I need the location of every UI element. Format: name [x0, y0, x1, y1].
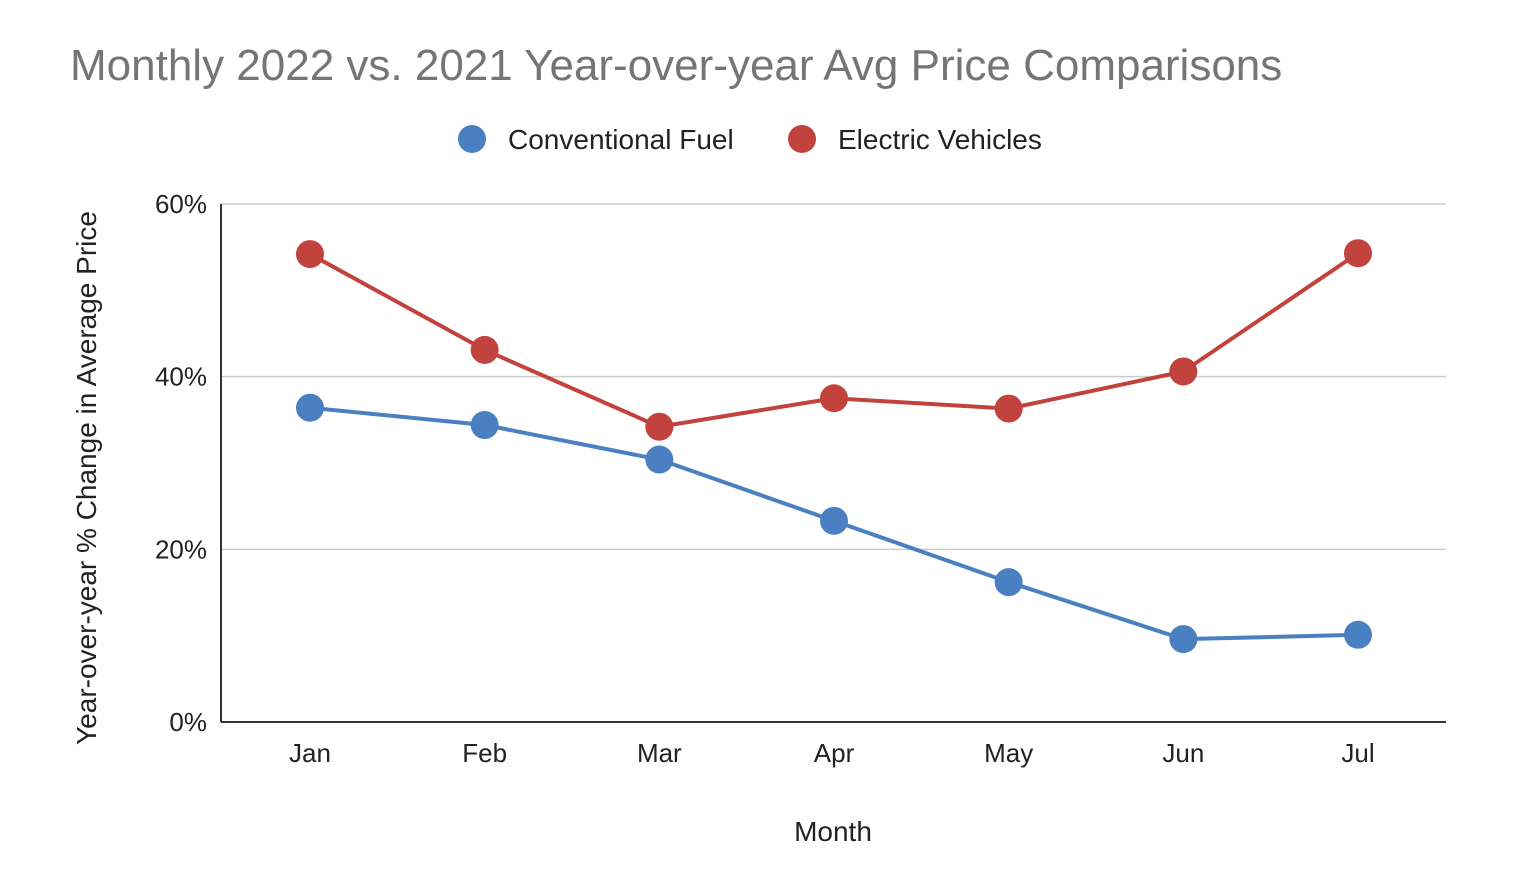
chart-title: Monthly 2022 vs. 2021 Year-over-year Avg… [70, 41, 1282, 90]
x-tick-label: Apr [814, 738, 855, 768]
data-point-conventional-fuel [645, 445, 674, 474]
legend-label-electric-vehicles: Electric Vehicles [838, 124, 1042, 155]
data-point-electric-vehicles [470, 335, 499, 364]
x-axis-title: Month [794, 816, 872, 847]
series-layer [296, 239, 1372, 654]
data-point-electric-vehicles [820, 384, 848, 413]
x-axis-ticks: Jan Feb Mar Apr May Jun Jul [289, 738, 1375, 768]
legend-marker-conventional-fuel [458, 125, 486, 153]
data-point-electric-vehicles [296, 240, 324, 269]
legend-label-conventional-fuel: Conventional Fuel [508, 124, 734, 155]
y-tick-label: 40% [155, 362, 207, 392]
data-point-electric-vehicles [1344, 239, 1372, 268]
data-point-electric-vehicles [1169, 357, 1198, 386]
series-electric-vehicles [296, 239, 1372, 441]
x-tick-label: Feb [462, 738, 507, 768]
data-point-conventional-fuel [296, 393, 324, 422]
y-tick-label: 60% [155, 189, 207, 219]
y-axis-ticks: 0% 20% 40% 60% [155, 189, 207, 737]
x-tick-label: Mar [637, 738, 682, 768]
data-point-conventional-fuel [994, 568, 1023, 597]
x-tick-label: Jul [1341, 738, 1374, 768]
data-point-conventional-fuel [470, 411, 499, 440]
x-tick-label: Jan [289, 738, 331, 768]
series-conventional-fuel [296, 393, 1372, 654]
data-point-electric-vehicles [645, 412, 674, 441]
data-point-electric-vehicles [994, 394, 1023, 423]
data-point-conventional-fuel [1344, 620, 1372, 649]
data-point-conventional-fuel [820, 506, 848, 535]
y-axis-title: Year-over-year % Change in Average Price [71, 211, 102, 745]
gridlines [221, 203, 1446, 551]
y-tick-label: 0% [169, 707, 207, 737]
legend: Conventional Fuel Electric Vehicles [458, 124, 1042, 155]
y-tick-label: 20% [155, 534, 207, 564]
data-point-conventional-fuel [1169, 625, 1198, 654]
x-tick-label: Jun [1162, 738, 1204, 768]
legend-marker-electric-vehicles [788, 125, 816, 153]
x-tick-label: May [984, 738, 1033, 768]
